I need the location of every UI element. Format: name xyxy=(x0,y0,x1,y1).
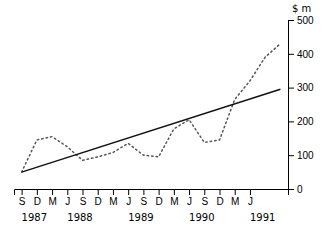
year-label: 1987 xyxy=(22,212,47,223)
x-tick-mark xyxy=(37,189,38,195)
y-tick-mark xyxy=(288,189,294,190)
x-tick-label: D xyxy=(95,196,102,207)
plot-area xyxy=(22,44,281,172)
x-tick-label: D xyxy=(216,196,223,207)
y-tick-mark xyxy=(288,20,294,21)
x-tick-mark xyxy=(220,189,221,195)
x-tick-mark xyxy=(204,189,205,195)
y-axis-line xyxy=(289,21,295,190)
y-tick: 300 xyxy=(288,82,314,93)
x-tick: D xyxy=(34,189,41,207)
year-label: 1988 xyxy=(67,212,92,223)
year-label: 1990 xyxy=(189,212,214,223)
y-tick-label: 0 xyxy=(297,184,303,195)
x-tick-label: M xyxy=(170,196,178,207)
dotted-line xyxy=(22,44,281,172)
year-label: 1989 xyxy=(128,212,153,223)
x-tick: J xyxy=(126,189,131,207)
x-tick: J xyxy=(187,189,192,207)
x-tick-mark xyxy=(174,189,175,195)
y-axis-title: $ m xyxy=(292,3,311,14)
x-axis: SDMJSDMJSDMJSDMJ xyxy=(15,189,289,207)
y-tick: 0 xyxy=(288,184,303,195)
x-tick: S xyxy=(141,189,148,207)
x-tick-mark xyxy=(98,189,99,195)
y-tick-mark xyxy=(288,121,294,122)
x-tick-label: S xyxy=(201,196,208,207)
x-tick-label: J xyxy=(187,196,192,207)
y-tick-label: 400 xyxy=(297,49,314,60)
y-tick-mark xyxy=(288,88,294,89)
x-tick-mark xyxy=(113,189,114,195)
x-tick: S xyxy=(201,189,208,207)
x-tick: M xyxy=(48,189,56,207)
x-tick-label: D xyxy=(155,196,162,207)
y-tick-label: 200 xyxy=(297,116,314,127)
y-tick: 100 xyxy=(288,150,314,161)
x-tick: S xyxy=(80,189,87,207)
chart: SDMJSDMJSDMJSDMJ0100200300400500$ m19871… xyxy=(0,0,328,227)
trend-line xyxy=(22,89,281,172)
y-tick: 200 xyxy=(288,116,314,127)
x-tick-label: M xyxy=(109,196,117,207)
x-tick-label: J xyxy=(126,196,131,207)
x-tick-label: S xyxy=(80,196,87,207)
x-tick-mark xyxy=(235,189,236,195)
year-label: 1991 xyxy=(250,212,275,223)
x-tick-mark xyxy=(52,189,53,195)
x-tick-label: J xyxy=(248,196,253,207)
x-tick: M xyxy=(170,189,178,207)
x-tick-mark xyxy=(83,189,84,195)
y-tick: 400 xyxy=(288,49,314,60)
x-axis-line xyxy=(15,190,289,196)
x-tick: D xyxy=(155,189,162,207)
x-tick-label: M xyxy=(48,196,56,207)
x-tick-mark xyxy=(159,189,160,195)
y-tick-label: 300 xyxy=(297,82,314,93)
x-tick: D xyxy=(95,189,102,207)
x-tick-mark xyxy=(22,189,23,195)
x-tick-mark xyxy=(189,189,190,195)
x-tick-mark xyxy=(143,189,144,195)
x-tick: M xyxy=(109,189,117,207)
x-tick: S xyxy=(19,189,26,207)
y-tick-mark xyxy=(288,54,294,55)
x-tick-label: M xyxy=(231,196,239,207)
y-axis: 0 100 200 300 400 500 xyxy=(288,15,314,195)
y-tick-label: 500 xyxy=(297,15,314,26)
x-tick-mark xyxy=(250,189,251,195)
x-tick-mark xyxy=(67,189,68,195)
x-tick-label: S xyxy=(141,196,148,207)
x-tick: J xyxy=(248,189,253,207)
x-tick-label: J xyxy=(65,196,70,207)
y-tick-label: 100 xyxy=(297,150,314,161)
x-tick-mark xyxy=(128,189,129,195)
x-tick-label: S xyxy=(19,196,26,207)
y-tick-mark xyxy=(288,155,294,156)
x-tick: J xyxy=(65,189,70,207)
x-tick-label: D xyxy=(34,196,41,207)
y-tick: 500 xyxy=(288,15,314,26)
x-tick: M xyxy=(231,189,239,207)
x-tick: D xyxy=(216,189,223,207)
